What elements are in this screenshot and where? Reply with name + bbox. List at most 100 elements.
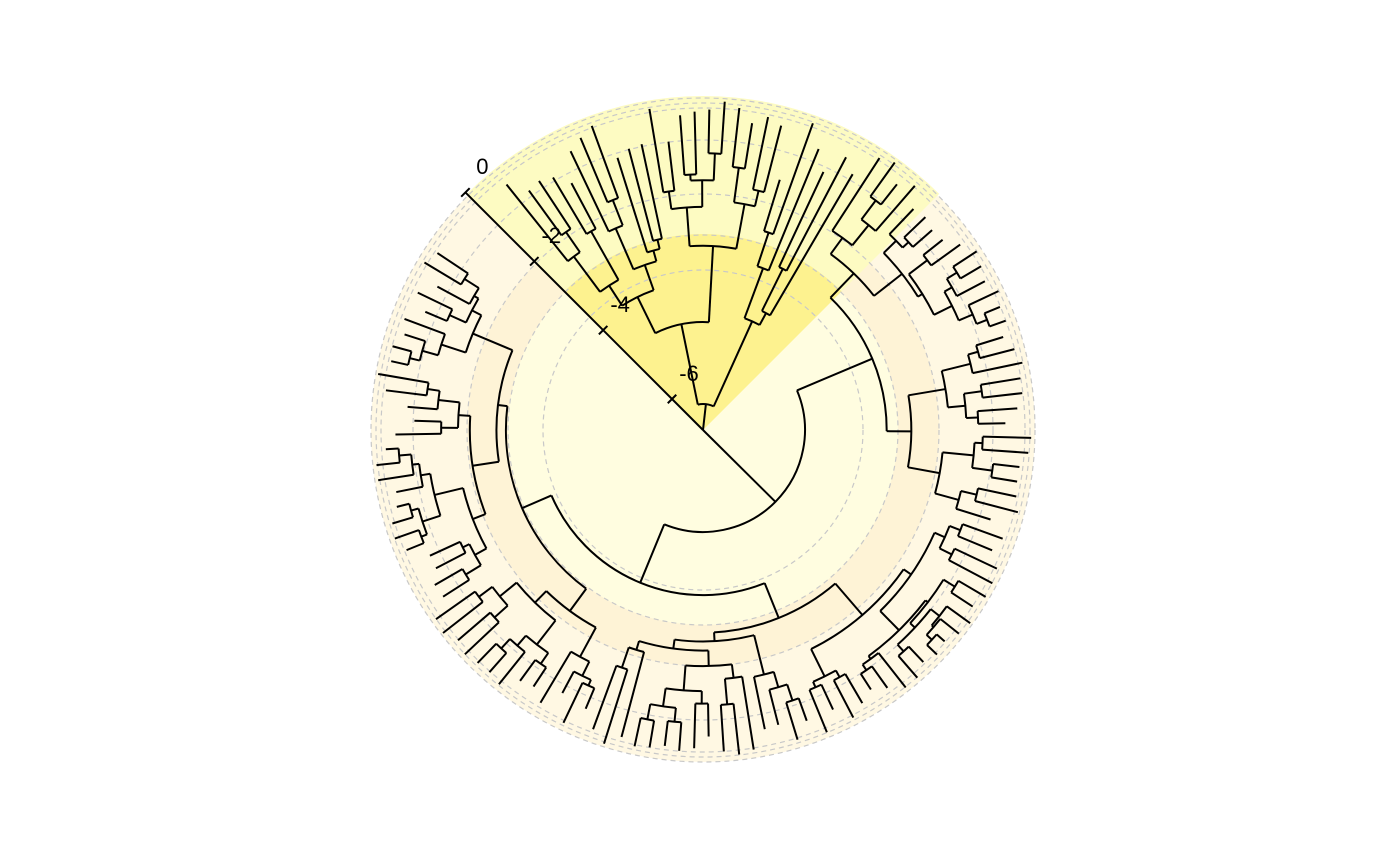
branch-arc <box>983 312 991 327</box>
axis-tick <box>598 325 609 336</box>
branch <box>539 651 572 704</box>
branch-arc <box>468 543 482 566</box>
branch <box>620 651 646 738</box>
branch <box>396 502 410 508</box>
branch-arc <box>408 503 414 518</box>
branch <box>861 664 868 671</box>
branch <box>500 638 511 650</box>
branch <box>552 176 588 235</box>
branch-arc <box>981 436 984 450</box>
branch <box>652 250 658 262</box>
branch <box>436 252 469 275</box>
branch <box>707 245 715 323</box>
branch <box>569 150 610 232</box>
branch <box>464 621 500 656</box>
branch-arc <box>495 349 514 462</box>
branch <box>959 265 982 280</box>
branch <box>678 722 683 751</box>
branch <box>516 634 527 647</box>
branch-arc <box>459 541 467 554</box>
branch <box>417 291 453 311</box>
branch <box>472 513 486 520</box>
branch <box>422 514 441 523</box>
branch <box>925 634 933 641</box>
axis-tick-label: -2 <box>541 223 561 248</box>
branch-arc <box>974 488 979 502</box>
branch <box>753 634 765 675</box>
branch <box>584 687 596 710</box>
branch <box>829 272 855 299</box>
branch-arc <box>714 582 836 634</box>
branch <box>963 390 982 395</box>
branch-arc <box>650 703 676 709</box>
branch <box>869 161 896 198</box>
branch <box>392 516 414 525</box>
branch <box>420 472 431 477</box>
branch <box>897 655 919 679</box>
branch <box>663 720 669 747</box>
branch <box>435 590 476 621</box>
branch <box>471 309 482 317</box>
branch <box>942 578 956 588</box>
branch <box>569 588 588 612</box>
branch <box>587 679 592 686</box>
branch-arc <box>654 321 709 335</box>
branch <box>620 647 630 668</box>
branch-arc <box>708 152 722 155</box>
branch <box>989 319 1007 328</box>
branch <box>933 304 953 316</box>
branch <box>979 348 1015 360</box>
branch-arc <box>638 640 709 652</box>
branch <box>888 208 915 235</box>
branch <box>672 639 676 649</box>
branch <box>967 350 979 356</box>
branch <box>769 173 854 316</box>
branch-arc <box>550 495 766 597</box>
branch <box>982 448 1029 454</box>
branch <box>499 581 518 598</box>
time-axis: 0 -2 -4 -6 <box>460 154 704 431</box>
dashed-ring <box>380 107 1026 753</box>
branch <box>873 273 903 297</box>
branch <box>693 111 698 175</box>
branch <box>763 179 781 232</box>
branch <box>685 207 691 247</box>
branch <box>730 664 735 678</box>
branch-arc <box>720 702 734 706</box>
branch <box>707 703 710 737</box>
branch-arc <box>509 638 526 653</box>
branch-arc <box>812 669 837 683</box>
branch <box>682 665 687 691</box>
branch <box>871 665 889 689</box>
branch <box>436 285 471 305</box>
branch <box>732 703 741 755</box>
branch <box>680 324 699 405</box>
branch <box>954 547 998 570</box>
branch <box>412 462 420 466</box>
branch <box>633 717 642 747</box>
branch-arc <box>504 406 587 590</box>
branch-arc <box>685 663 733 668</box>
branch <box>851 224 870 246</box>
branch <box>950 591 974 608</box>
branch <box>956 280 986 297</box>
branch <box>423 261 462 286</box>
branch <box>758 312 767 326</box>
branch <box>528 190 563 236</box>
branch <box>834 582 864 616</box>
branch <box>608 285 624 307</box>
branch <box>385 389 427 397</box>
branch <box>941 362 971 372</box>
branch <box>673 707 677 722</box>
branch <box>719 704 725 752</box>
branch <box>404 318 446 335</box>
branch <box>880 183 898 206</box>
branch <box>639 523 666 584</box>
branch <box>772 671 780 688</box>
branch-arc <box>975 345 981 359</box>
branch <box>376 461 400 467</box>
branch <box>635 640 640 651</box>
branch <box>948 559 993 585</box>
branch <box>733 167 740 203</box>
branch <box>768 689 780 726</box>
